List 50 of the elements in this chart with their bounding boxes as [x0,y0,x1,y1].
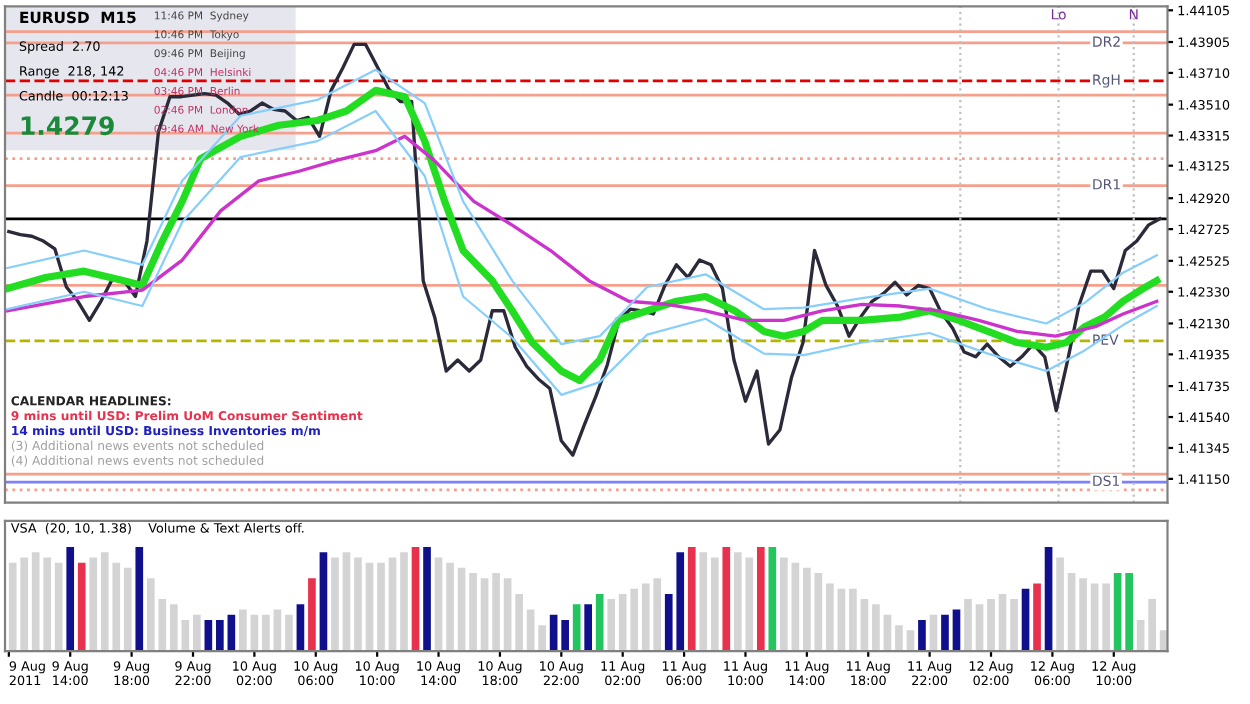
bar [1090,583,1099,652]
bar [710,557,719,652]
bar [388,557,397,652]
bar [699,552,708,652]
bar [1067,573,1076,652]
bar [331,557,339,652]
bar [1010,599,1018,652]
bar [1044,547,1053,652]
bar [77,562,86,652]
bar [308,578,316,652]
bar [687,547,696,652]
bar [135,547,144,652]
bar [722,547,731,652]
bar [791,562,800,652]
bar [1033,583,1041,652]
bar [941,614,949,652]
bar [285,614,293,652]
bar [814,573,823,652]
bar [1113,573,1122,652]
bar [411,547,420,652]
bar [216,619,224,652]
bar [756,547,765,652]
bar [1056,557,1064,652]
bar [434,557,443,652]
bar [319,552,328,652]
line-series [6,68,1158,346]
bar [584,604,592,652]
bar [66,547,75,652]
bar [89,557,98,652]
bar [54,562,63,652]
annotation: 1.4279 [21,116,114,136]
bar [1125,573,1133,652]
bar [503,578,512,652]
bar [964,599,972,652]
bar [872,604,880,652]
line-series [5,134,1159,338]
bar [768,547,777,652]
bar [607,599,616,652]
bar [342,552,351,652]
bar [595,593,604,652]
bar [480,578,489,652]
bar [1148,599,1156,652]
bar [193,614,201,652]
bar [365,562,374,652]
bar [918,619,926,652]
bar [561,619,569,652]
bar [400,552,408,652]
bar [123,567,132,652]
bar [423,547,431,652]
bar [457,567,466,652]
